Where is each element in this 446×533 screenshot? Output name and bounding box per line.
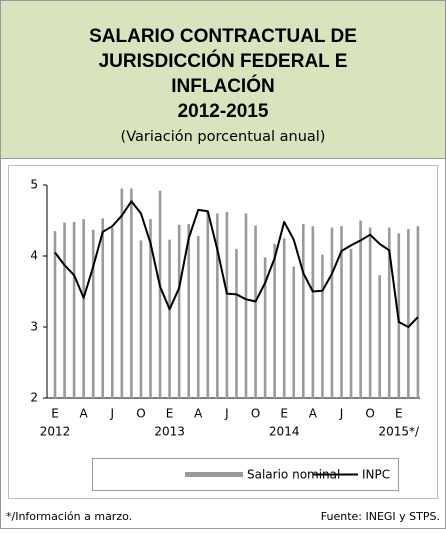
x-tick-label: A <box>194 407 203 421</box>
bar <box>91 229 95 398</box>
note: Fuente: INEGI y STPS. <box>321 510 440 523</box>
x-tick-label: A <box>80 407 89 421</box>
bar <box>302 224 305 398</box>
line <box>54 200 419 328</box>
bar <box>206 211 210 398</box>
year-label: 2015*/ <box>379 425 421 439</box>
bar <box>263 257 267 398</box>
bar <box>330 227 334 398</box>
x-tick-label: E <box>51 407 59 421</box>
bar <box>111 227 114 398</box>
bar <box>139 240 143 398</box>
bar <box>216 213 219 398</box>
bar <box>168 239 171 398</box>
title: SALARIO CONTRACTUAL DE <box>89 26 357 47</box>
bar <box>292 266 296 398</box>
y-tick-label: 2 <box>30 391 38 405</box>
bar <box>63 222 66 398</box>
legend-label: Salario nominal <box>247 468 340 482</box>
x-tick-label: E <box>280 407 288 421</box>
year-label: 2014 <box>269 425 300 439</box>
bar <box>273 243 276 398</box>
bar <box>321 254 324 398</box>
bar <box>72 221 76 398</box>
x-tick-label: E <box>166 407 174 421</box>
legend-swatch <box>185 472 243 477</box>
y-tick-label: 3 <box>30 320 38 334</box>
y-tick-label: 5 <box>30 178 38 192</box>
bar <box>311 226 315 398</box>
x-tick-label: J <box>224 407 229 421</box>
bar <box>378 275 381 398</box>
subtitle: (Variación porcentual anual) <box>121 129 326 145</box>
x-tick-label: O <box>136 407 145 421</box>
x-tick-label: A <box>309 407 318 421</box>
x-tick-label: J <box>339 407 344 421</box>
x-tick-label: J <box>110 407 115 421</box>
title: JURISDICCIÓN FEDERAL E <box>99 50 348 72</box>
bar <box>368 227 372 398</box>
bar <box>158 190 162 398</box>
bar <box>387 227 391 398</box>
bar <box>187 224 190 398</box>
bar <box>177 224 181 398</box>
bar <box>340 226 343 398</box>
bar <box>149 219 152 398</box>
bar <box>101 218 105 398</box>
bar <box>359 220 362 398</box>
bar <box>282 238 286 398</box>
title: 2012-2015 <box>178 101 269 122</box>
plot-frame <box>8 165 438 499</box>
bar <box>244 213 248 398</box>
header <box>0 0 446 159</box>
bar <box>235 248 238 398</box>
year-label: 2012 <box>40 425 71 439</box>
x-tick-label: E <box>395 407 403 421</box>
bar <box>225 211 229 398</box>
x-tick-label: O <box>365 407 374 421</box>
x-tick-label: O <box>251 407 260 421</box>
bar <box>196 236 200 398</box>
bar <box>407 229 410 398</box>
bar <box>254 225 257 398</box>
bar <box>416 226 420 398</box>
y-tick-label: 4 <box>30 249 38 263</box>
bar <box>120 188 124 398</box>
bar <box>82 219 85 398</box>
bar <box>130 188 133 398</box>
legend-label: INPC <box>362 468 390 482</box>
bar <box>53 231 57 398</box>
year-label: 2013 <box>154 425 185 439</box>
note: */Información a marzo. <box>6 510 132 523</box>
title: INFLACIÓN <box>171 75 274 97</box>
bar <box>349 248 353 398</box>
